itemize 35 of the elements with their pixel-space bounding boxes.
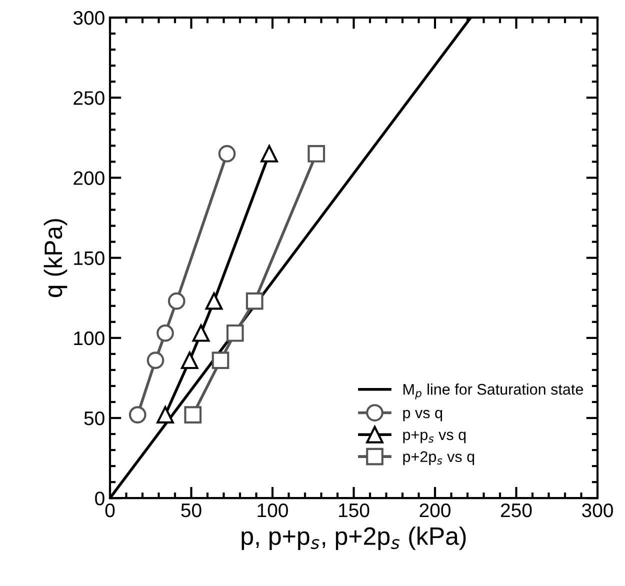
point xyxy=(156,324,174,342)
y-tick-label: 250 xyxy=(74,91,104,105)
y-tick-label: 300 xyxy=(73,11,104,25)
point xyxy=(128,406,146,424)
x-tick-label: 300 xyxy=(582,503,613,518)
point xyxy=(218,145,236,162)
point xyxy=(205,292,223,310)
legend-label: p vs q xyxy=(403,410,442,422)
x-tick-label: 250 xyxy=(501,503,532,518)
point xyxy=(226,324,244,342)
x-tick-label: 50 xyxy=(181,503,202,518)
point xyxy=(308,145,326,162)
y-tick-label: 100 xyxy=(74,331,104,346)
x-tick-label: 0 xyxy=(105,503,115,518)
point xyxy=(156,406,174,424)
y-tick-label: 50 xyxy=(84,411,104,426)
point xyxy=(192,324,210,342)
point xyxy=(246,292,264,310)
legend-label: p+2p$_{s}$ vs q xyxy=(403,451,474,466)
point xyxy=(180,352,198,370)
legend-label: M$_{p}$ line for Saturation state xyxy=(404,384,584,400)
point xyxy=(168,292,186,310)
x-axis-title: p, p+p$_{s}$, p+2p$_{s}$ (kPa) xyxy=(242,526,466,550)
y-tick-label: 150 xyxy=(74,251,104,266)
y-tick-label: 200 xyxy=(74,171,104,185)
legend-label: p+p$_{s}$ vs q xyxy=(403,431,466,444)
point xyxy=(146,352,164,370)
x-tick-label: 200 xyxy=(420,503,450,518)
point xyxy=(212,352,230,370)
y-axis-title: q (kPa) xyxy=(44,219,68,298)
x-tick-label: 100 xyxy=(258,503,288,518)
point xyxy=(260,145,278,162)
y-tick-label: 0 xyxy=(95,492,104,506)
x-tick-label: 150 xyxy=(339,503,370,518)
point xyxy=(184,406,202,424)
